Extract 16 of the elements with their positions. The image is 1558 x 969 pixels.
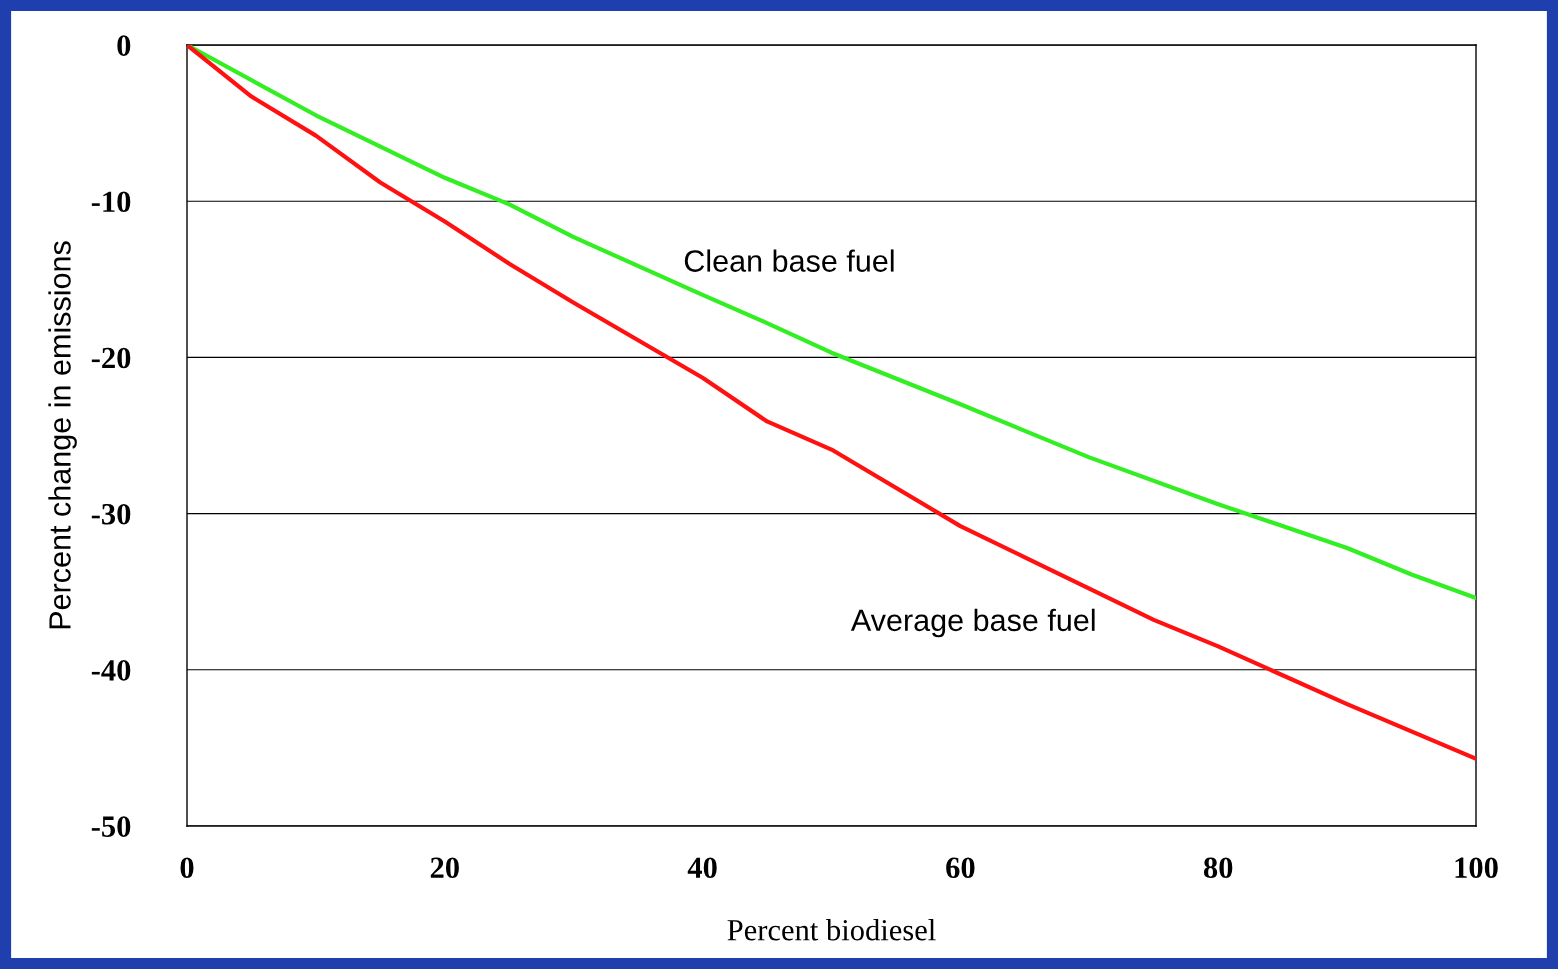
series-label: Average base fuel: [850, 608, 1095, 638]
x-tick-label: 0: [180, 857, 194, 879]
y-tick-label: -10: [91, 191, 131, 213]
x-axis-title: Percent biodiesel: [727, 918, 936, 941]
x-tick-label: 100: [1455, 857, 1498, 879]
y-tick-label: -20: [91, 347, 131, 369]
series-label: Clean base fuel: [684, 249, 894, 272]
x-tick-label: 80: [1203, 857, 1233, 879]
x-tick-label: 20: [430, 857, 459, 879]
y-axis-title: Percent change in emissions: [48, 241, 77, 629]
y-tick-label: -30: [91, 503, 131, 525]
y-tick-label: -50: [91, 816, 131, 837]
y-tick-label: -40: [91, 660, 131, 681]
x-tick-label: 60: [946, 857, 975, 879]
y-tick-label: 0: [117, 35, 131, 56]
x-tick-label: 40: [687, 857, 717, 879]
